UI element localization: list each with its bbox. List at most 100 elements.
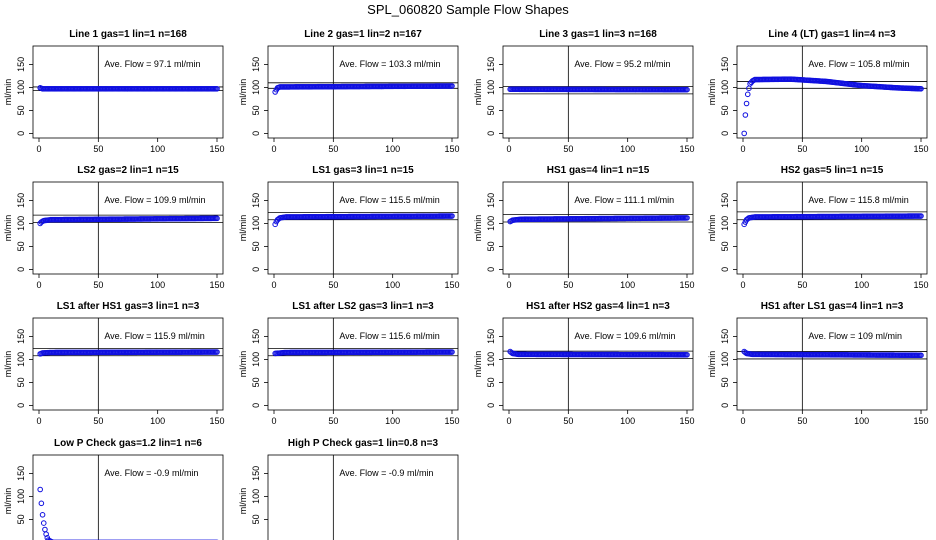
- panel-12: HS1 after LS1 gas=4 lin=1 n=3 0 50 100 150 0 5…: [707, 301, 929, 426]
- y-tick-label: 0: [251, 267, 261, 272]
- y-tick-label: 150: [720, 329, 730, 344]
- x-tick-label: 100: [150, 416, 165, 426]
- y-tick-label: 150: [486, 57, 496, 72]
- panel-10: LS1 after LS2 gas=3 lin=1 n=3 0 50 100 150 0 5…: [238, 301, 460, 426]
- y-tick-label: 0: [251, 131, 261, 136]
- plot-frame: [32, 317, 224, 411]
- data-points: [272, 83, 455, 95]
- y-tick-label: 100: [251, 216, 261, 231]
- data-point: [42, 526, 48, 533]
- plot-frame: [502, 45, 694, 139]
- y-axis-label: ml/min: [473, 79, 483, 106]
- y-tick-label: 150: [486, 193, 496, 208]
- x-tick-label: 100: [620, 416, 635, 426]
- x-tick-label: 0: [271, 280, 276, 290]
- x-tick-label: 100: [150, 144, 165, 154]
- plot-frame: [267, 317, 459, 411]
- panel-6: LS1 gas=3 lin=1 n=150 50 100 150050100150ml…: [238, 165, 460, 290]
- y-axis-label: ml/min: [707, 351, 717, 378]
- x-tick-label: 150: [444, 416, 459, 426]
- y-tick-label: 150: [251, 193, 261, 208]
- y-axis-label: ml/min: [3, 79, 13, 106]
- ave-flow-annotation: Ave. Flow = 105.8 ml/min: [808, 59, 909, 69]
- y-tick-label: 100: [251, 352, 261, 367]
- data-point: [684, 86, 690, 93]
- plot-frame: [502, 317, 694, 411]
- y-tick-label: 50: [720, 377, 730, 387]
- x-tick-label: 0: [740, 144, 745, 154]
- ave-flow-annotation: Ave. Flow = 103.3 ml/min: [339, 59, 440, 69]
- data-point: [743, 100, 750, 107]
- x-tick-label: 150: [913, 416, 928, 426]
- y-tick-label: 150: [16, 193, 26, 208]
- y-tick-label: 100: [486, 80, 496, 95]
- data-point: [918, 352, 924, 359]
- y-tick-label: 0: [486, 131, 496, 136]
- x-tick-label: 150: [209, 416, 224, 426]
- x-tick-label: 0: [36, 280, 41, 290]
- x-tick-label: 0: [271, 144, 276, 154]
- x-tick-label: 50: [93, 280, 103, 290]
- data-point: [214, 85, 220, 92]
- ave-flow-annotation: Ave. Flow = 115.6 ml/min: [339, 331, 439, 341]
- panel-title: HS1 gas=4 lin=1 n=15: [547, 165, 650, 176]
- x-tick-label: 100: [385, 416, 400, 426]
- plot-frame: [267, 181, 459, 275]
- plot-frame: [736, 45, 928, 139]
- plot-frame: [32, 181, 224, 275]
- data-points: [272, 213, 455, 228]
- panel-14: High P Check gas=1 lin=0.8 n=30501001500…: [238, 438, 459, 540]
- plot-frame: [267, 45, 459, 139]
- panel-title: LS1 after LS2 gas=3 lin=1 n=3: [292, 301, 434, 312]
- y-tick-label: 150: [251, 329, 261, 344]
- panel-title: HS2 gas=5 lin=1 n=15: [781, 165, 884, 176]
- y-tick-label: 0: [720, 267, 730, 272]
- x-tick-label: 50: [93, 416, 103, 426]
- y-axis-label: ml/min: [473, 351, 483, 378]
- y-tick-label: 50: [251, 377, 261, 387]
- y-axis-label: ml/min: [473, 215, 483, 242]
- panel-13: Low P Check gas=1.2 lin=1 n=605010015005…: [3, 438, 224, 540]
- ave-flow-annotation: Ave. Flow = 109 ml/min: [808, 331, 902, 341]
- plot-frame: [267, 454, 459, 540]
- y-tick-label: 100: [720, 216, 730, 231]
- y-tick-label: 50: [251, 514, 261, 524]
- y-tick-label: 150: [16, 329, 26, 344]
- y-tick-label: 100: [486, 352, 496, 367]
- x-tick-label: 50: [328, 416, 338, 426]
- y-tick-label: 0: [16, 131, 26, 136]
- y-tick-label: 0: [486, 267, 496, 272]
- panel-title: LS2 gas=2 lin=1 n=15: [77, 165, 179, 176]
- y-tick-label: 50: [251, 105, 261, 115]
- x-tick-label: 100: [854, 416, 869, 426]
- y-tick-label: 100: [720, 352, 730, 367]
- y-tick-label: 50: [486, 105, 496, 115]
- y-axis-label: ml/min: [707, 79, 717, 106]
- x-tick-label: 50: [328, 280, 338, 290]
- y-axis-label: ml/min: [3, 215, 13, 242]
- y-tick-label: 100: [251, 80, 261, 95]
- data-point: [38, 500, 45, 507]
- y-tick-label: 0: [16, 403, 26, 408]
- ave-flow-annotation: Ave. Flow = 115.5 ml/min: [339, 195, 439, 205]
- panel-7: HS1 gas=4 lin=1 n=150 50 100 150050100150ml…: [473, 165, 695, 290]
- panel-title: HS1 after LS1 gas=4 lin=1 n=3: [761, 301, 904, 312]
- x-tick-label: 0: [271, 416, 276, 426]
- data-point: [684, 352, 690, 358]
- plot-frame: [32, 454, 224, 540]
- x-tick-label: 0: [506, 416, 511, 426]
- y-tick-label: 50: [486, 377, 496, 387]
- x-tick-label: 50: [797, 144, 807, 154]
- x-tick-label: 150: [913, 280, 928, 290]
- x-tick-label: 150: [444, 144, 459, 154]
- x-tick-label: 150: [209, 280, 224, 290]
- data-point: [43, 531, 49, 537]
- x-tick-label: 50: [563, 280, 573, 290]
- y-tick-label: 50: [720, 105, 730, 115]
- plot-frame: [502, 181, 694, 275]
- data-point: [918, 213, 924, 219]
- y-axis-label: ml/min: [707, 215, 717, 242]
- x-tick-label: 150: [679, 280, 694, 290]
- y-tick-label: 0: [720, 403, 730, 408]
- data-points: [741, 213, 924, 228]
